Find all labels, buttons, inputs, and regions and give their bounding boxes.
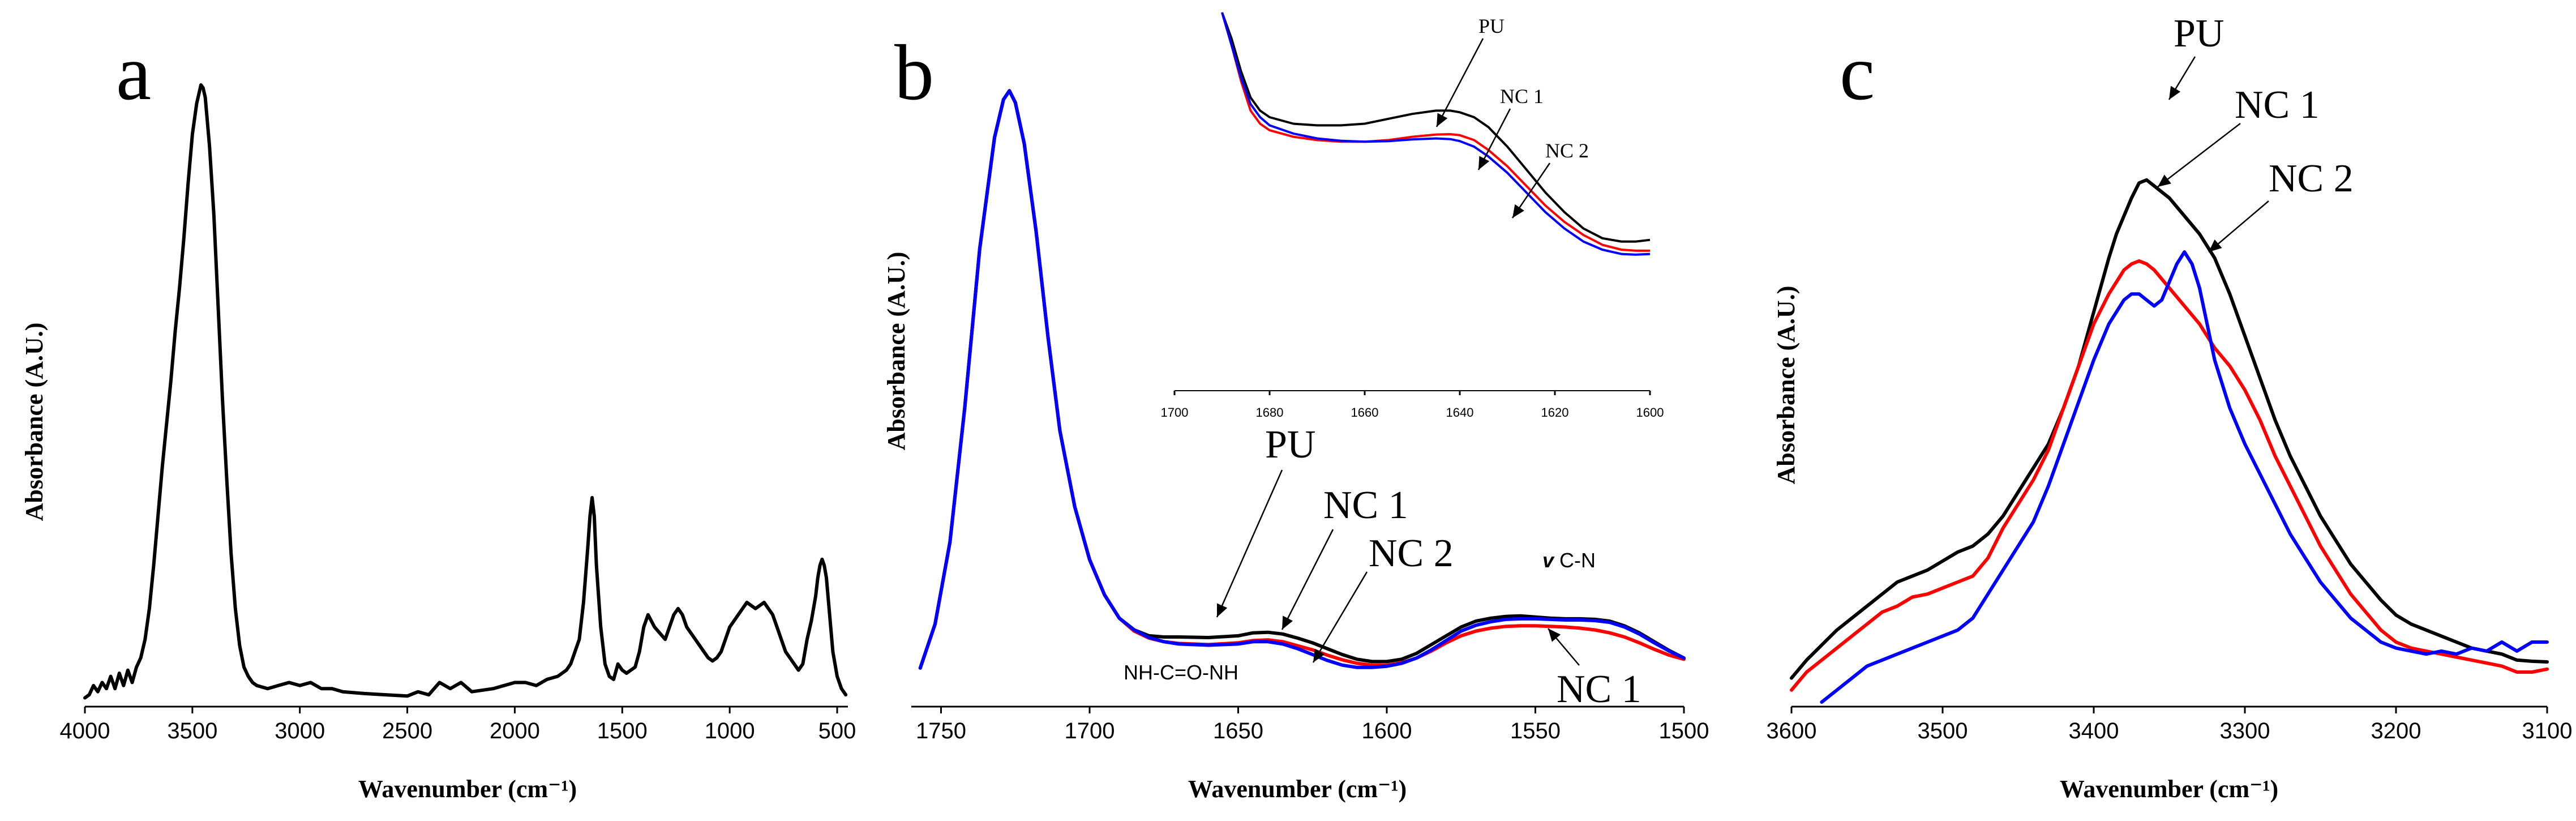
b-tick-label: 1550: [1510, 719, 1561, 743]
annotation-nc1-bottom-arrow: [1548, 628, 1580, 666]
c-series-nc-2: [1820, 250, 2549, 704]
panel-b-y-axis-title: Absorbance (A.U.): [882, 252, 910, 451]
panel-b: b Absorbance (A.U.) 1750 1700 1650 1600 1550…: [882, 12, 1709, 803]
a-tick-label: 1500: [597, 719, 648, 743]
panel-b-curves: [918, 89, 1686, 670]
annotation-nc2: NC 2: [1369, 532, 1454, 575]
c-tick-label: 3600: [1767, 719, 1817, 743]
inset-tick-label: 1700: [1161, 405, 1189, 420]
panel-a: a Absorbance (A.U.) 4000 3500 3000 2500 2000…: [20, 29, 856, 803]
inset-curves: [1221, 12, 1651, 256]
inset-arrow-nc1: [1477, 108, 1511, 170]
panel-a-x-ticks: 4000 3500 3000 2500 2000 1500 1000 500: [60, 707, 856, 743]
panel-a-curves: [83, 83, 848, 700]
c-series-pu: [1790, 178, 2549, 680]
inset-tick-label: 1680: [1256, 405, 1284, 420]
annotation-nc1-top: NC 1: [1323, 484, 1408, 527]
c-tick-label: 3300: [2220, 719, 2270, 743]
c-tick-label: 3200: [2371, 719, 2421, 743]
inset-tick-label: 1660: [1351, 405, 1379, 420]
annotation-vcn: v C-N: [1542, 549, 1596, 572]
inset-label-nc1: NC 1: [1500, 85, 1544, 108]
c-tick-label: 3400: [2069, 719, 2119, 743]
a-tick-label: 2000: [490, 719, 540, 743]
annotation-pu-arrow: [1216, 469, 1283, 618]
annotation-urea: NH-C=O-NH: [1124, 661, 1238, 684]
a-tick-label: 500: [818, 719, 856, 743]
b-series-nc-2: [918, 89, 1686, 670]
inset-arrow-pu: [1435, 38, 1484, 127]
panel-c-curves: [1790, 178, 2549, 704]
c-tick-label: 3100: [2522, 719, 2573, 743]
b-tick-label: 1650: [1213, 719, 1263, 743]
panel-c-x-ticks: 3600 3500 3400 3300 3200 3100: [1767, 707, 2573, 743]
c-series-nc-1: [1790, 259, 2549, 692]
inset-series-nc-1: [1221, 12, 1650, 252]
annotation-nc1-top-arrow: [1281, 529, 1334, 630]
annotation-nc1-bottom: NC 1: [1557, 668, 1641, 711]
annotation-pu: PU: [1265, 423, 1315, 467]
inset-tick-label: 1600: [1636, 405, 1664, 420]
panel-c: c Absorbance (A.U.) 3600 3500 3400 3300 3200…: [1767, 12, 2573, 803]
panel-b-x-axis-title: Wavenumber (cm⁻¹): [1188, 775, 1407, 803]
inset-label-nc2: NC 2: [1545, 139, 1589, 162]
panel-b-x-ticks: 1750 1700 1650 1600 1550 1500: [916, 707, 1709, 743]
b-tick-label: 1700: [1065, 719, 1115, 743]
c-tick-label: 3500: [1918, 719, 1968, 743]
panel-c-y-axis-title: Absorbance (A.U.): [1772, 286, 1800, 485]
b-tick-label: 1500: [1659, 719, 1709, 743]
inset-x-ticks: 1700 1680 1660 1640 1620 1600: [1161, 391, 1664, 420]
annotation-nc2-arrow: [1312, 571, 1368, 663]
b-series-nc-1: [918, 89, 1686, 670]
a-tick-label: 4000: [60, 719, 110, 743]
inset-label-pu: PU: [1478, 15, 1505, 37]
panel-b-letter: b: [894, 29, 934, 117]
a-tick-label: 3500: [167, 719, 217, 743]
panel-b-inset: 1700 1680 1660 1640 1620 1600 PU NC 1 NC 2: [1161, 12, 1664, 420]
annotation-c-nc1: NC 1: [2235, 83, 2320, 127]
annotation-c-pu: PU: [2174, 12, 2224, 55]
annotation-vcn-text: C-N: [1554, 549, 1596, 572]
b-tick-label: 1750: [916, 719, 966, 743]
b-tick-label: 1600: [1362, 719, 1412, 743]
inset-tick-label: 1620: [1541, 405, 1569, 420]
panel-a-letter: a: [116, 29, 151, 117]
annotation-c-nc2: NC 2: [2269, 157, 2354, 200]
a-tick-label: 1000: [705, 719, 755, 743]
panel-a-x-axis-title: Wavenumber (cm⁻¹): [358, 775, 577, 803]
panel-c-x-axis-title: Wavenumber (cm⁻¹): [2060, 775, 2278, 803]
annotation-vcn-nu: v: [1542, 549, 1555, 572]
panel-c-letter: c: [1840, 29, 1875, 117]
annotation-c-nc1-arrow: [2157, 123, 2241, 187]
a-tick-label: 2500: [382, 719, 432, 743]
inset-tick-label: 1640: [1446, 405, 1474, 420]
b-series-pu: [918, 89, 1686, 670]
inset-arrow-nc2: [1511, 163, 1551, 219]
annotation-c-pu-arrow: [2168, 56, 2196, 100]
annotation-c-nc2-arrow: [2208, 200, 2269, 253]
a-series-spectrum: [83, 83, 848, 700]
a-tick-label: 3000: [275, 719, 325, 743]
inset-series-pu: [1221, 12, 1651, 243]
inset-series-nc-2: [1221, 12, 1651, 256]
panel-a-y-axis-title: Absorbance (A.U.): [20, 323, 48, 521]
